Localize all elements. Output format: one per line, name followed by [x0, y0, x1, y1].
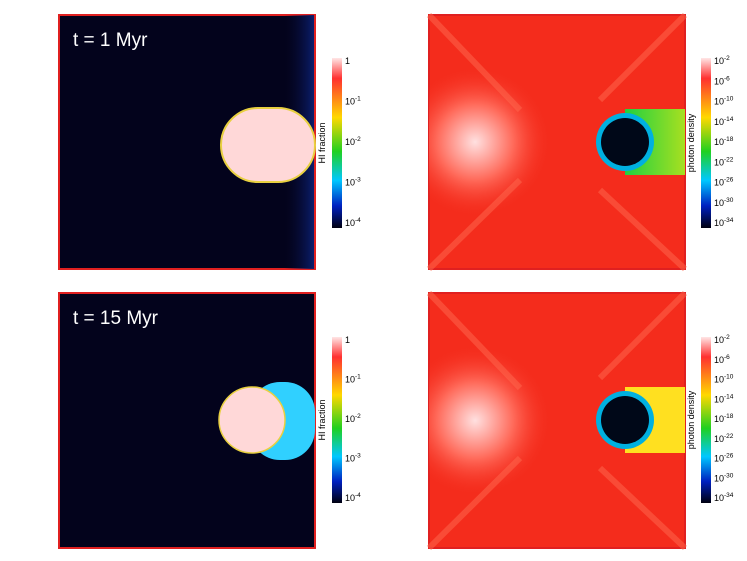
colorbar-tick-label: 10-14	[714, 393, 734, 404]
panel-image	[58, 14, 316, 270]
colorbar-title: HI fraction	[317, 399, 327, 440]
tick-exponent: -4	[355, 492, 361, 499]
panel-image	[426, 12, 688, 272]
tick-mantissa: 10	[345, 178, 355, 188]
colorbar-tick-label: 10-2	[345, 136, 361, 147]
tick-mantissa: 10	[714, 355, 724, 365]
tick-exponent: -4	[355, 217, 361, 224]
colorbar	[701, 58, 711, 228]
colorbar-tick-label: 10-30	[714, 197, 734, 208]
tick-mantissa: 1	[345, 56, 350, 66]
tick-exponent: -3	[355, 177, 361, 184]
tick-mantissa: 10	[714, 157, 724, 167]
tick-mantissa: 10	[714, 394, 724, 404]
colorbar-tick-label: 10-6	[714, 75, 730, 86]
colorbar-tick-label: 10-14	[714, 116, 734, 127]
tick-mantissa: 10	[345, 137, 355, 147]
tick-mantissa: 10	[714, 434, 724, 444]
tick-mantissa: 10	[345, 375, 355, 385]
colorbar-tick-label: 10-26	[714, 453, 734, 464]
tick-exponent: -3	[355, 453, 361, 460]
tick-exponent: -30	[724, 197, 734, 204]
tick-exponent: -2	[724, 55, 730, 62]
tick-mantissa: 10	[345, 454, 355, 464]
colorbar-tick-label: 10-10	[714, 374, 734, 385]
tick-exponent: -22	[724, 433, 734, 440]
tick-mantissa: 10	[714, 178, 724, 188]
tick-mantissa: 10	[714, 117, 724, 127]
colorbar-tick-label: 10-1	[345, 374, 361, 385]
tick-exponent: -34	[724, 217, 734, 224]
tick-exponent: -30	[724, 472, 734, 479]
colorbar-tick-label: 10-3	[345, 177, 361, 188]
colorbar-tick-label: 10-4	[345, 217, 361, 228]
colorbar-tick-label: 10-4	[345, 492, 361, 503]
tick-exponent: -6	[724, 354, 730, 361]
colorbar-tick-label: 10-2	[714, 55, 730, 66]
colorbar-title: photon density	[686, 390, 696, 449]
tick-mantissa: 10	[714, 198, 724, 208]
tick-mantissa: 10	[714, 493, 724, 503]
panel-image	[58, 292, 316, 549]
colorbar-tick-label: 10-18	[714, 136, 734, 147]
tick-exponent: -10	[724, 374, 734, 381]
colorbar-tick-label: 10-22	[714, 156, 734, 167]
colorbar-tick-label: 10-3	[345, 453, 361, 464]
tick-exponent: -1	[355, 96, 361, 103]
tick-exponent: -10	[724, 96, 734, 103]
panel-label: t = 15 Myr	[73, 308, 159, 329]
colorbar-tick-label: 10-34	[714, 492, 734, 503]
tick-mantissa: 10	[714, 137, 724, 147]
tick-exponent: -2	[724, 334, 730, 341]
tick-mantissa: 10	[714, 473, 724, 483]
panel-image	[426, 290, 688, 551]
colorbar-tick-label: 10-2	[714, 334, 730, 345]
tick-mantissa: 10	[714, 335, 724, 345]
colorbar-title: HI fraction	[317, 122, 327, 163]
tick-exponent: -2	[355, 136, 361, 143]
tick-exponent: -14	[724, 116, 734, 123]
tick-mantissa: 10	[714, 454, 724, 464]
tick-mantissa: 10	[345, 97, 355, 107]
tick-exponent: -26	[724, 177, 734, 184]
tick-exponent: -1	[355, 374, 361, 381]
colorbar-tick-label: 10-22	[714, 433, 734, 444]
colorbar-tick-label: 10-30	[714, 472, 734, 483]
tick-mantissa: 10	[345, 414, 355, 424]
tick-exponent: -6	[724, 75, 730, 82]
colorbar-tick-label: 10-34	[714, 217, 734, 228]
tick-mantissa: 10	[714, 375, 724, 385]
tick-mantissa: 10	[345, 218, 355, 228]
colorbar-tick-label: 1	[345, 335, 350, 345]
colorbar-tick-label: 10-18	[714, 413, 734, 424]
tick-exponent: -34	[724, 492, 734, 499]
tick-exponent: -14	[724, 393, 734, 400]
tick-mantissa: 1	[345, 335, 350, 345]
colorbar-title: photon density	[686, 113, 696, 172]
colorbar-tick-label: 10-10	[714, 96, 734, 107]
colorbar-tick-label: 1	[345, 56, 350, 66]
tick-mantissa: 10	[714, 218, 724, 228]
colorbar-tick-label: 10-6	[714, 354, 730, 365]
colorbar-tick-label: 10-1	[345, 96, 361, 107]
tick-exponent: -18	[724, 413, 734, 420]
tick-exponent: -26	[724, 453, 734, 460]
tick-exponent: -18	[724, 136, 734, 143]
tick-mantissa: 10	[714, 414, 724, 424]
colorbar	[701, 337, 711, 503]
tick-exponent: -22	[724, 156, 734, 163]
tick-mantissa: 10	[714, 76, 724, 86]
colorbar-tick-label: 10-2	[345, 413, 361, 424]
tick-exponent: -2	[355, 413, 361, 420]
tick-mantissa: 10	[714, 97, 724, 107]
tick-mantissa: 10	[714, 56, 724, 66]
colorbar-tick-label: 10-26	[714, 177, 734, 188]
colorbar	[332, 337, 342, 503]
tick-mantissa: 10	[345, 493, 355, 503]
colorbar	[332, 58, 342, 228]
panel-label: t = 1 Myr	[73, 30, 148, 51]
